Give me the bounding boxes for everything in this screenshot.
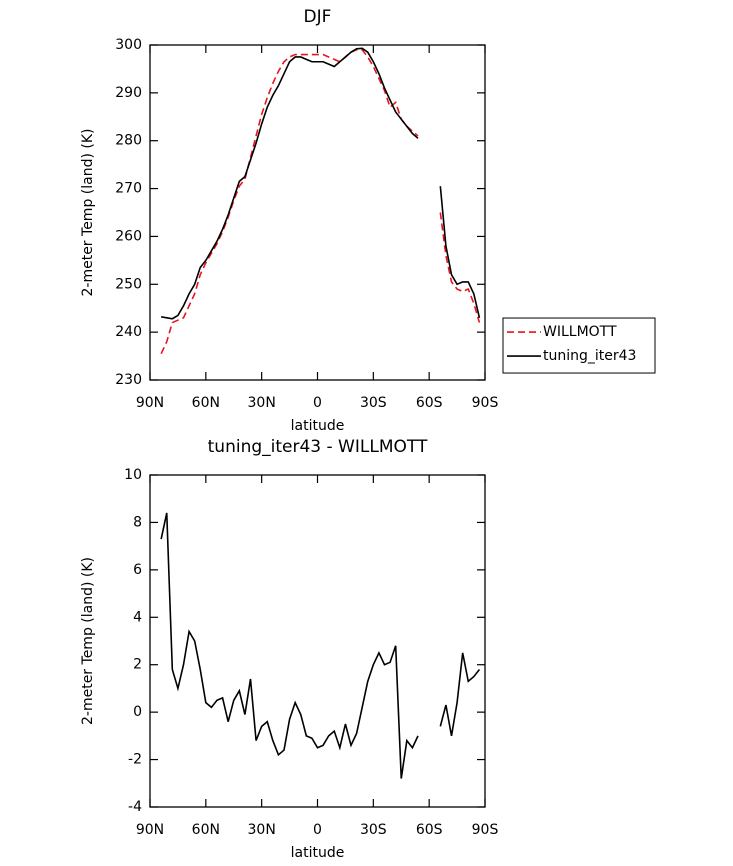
y-tick-label: 8: [133, 514, 142, 530]
x-tick-label: 30S: [360, 395, 387, 411]
y-tick-label: 270: [115, 181, 142, 197]
y-axis-label: 2-meter Temp (land) (K): [80, 557, 96, 725]
legend-box: [502, 317, 656, 374]
x-tick-label: 60N: [192, 395, 220, 411]
y-tick-label: 290: [115, 85, 142, 101]
x-tick-label: 60S: [416, 395, 443, 411]
y-tick-label: 230: [115, 372, 142, 388]
plot-frame: [149, 474, 486, 808]
y-tick-label: 260: [115, 228, 142, 244]
x-tick-label: 90S: [472, 822, 499, 838]
x-tick-label: 60N: [192, 822, 220, 838]
x-tick-label: 30N: [248, 395, 276, 411]
y-tick-label: -4: [128, 799, 142, 815]
plot-frame: [149, 44, 486, 381]
y-tick-label: 280: [115, 133, 142, 149]
x-tick-label: 0: [313, 395, 322, 411]
x-tick-label: 0: [313, 822, 322, 838]
y-tick-label: 250: [115, 276, 142, 292]
x-tick-label: 60S: [416, 822, 443, 838]
x-axis-label: latitude: [291, 418, 345, 434]
data-line: [160, 48, 481, 355]
y-tick-label: 6: [133, 562, 142, 578]
data-line: [160, 512, 481, 779]
chart-title: tuning_iter43 - WILLMOTT: [208, 437, 428, 457]
y-axis-label: 2-meter Temp (land) (K): [80, 129, 96, 297]
y-tick-label: 2: [133, 657, 142, 673]
chart-title: DJF: [304, 7, 332, 27]
x-tick-label: 30N: [248, 822, 276, 838]
y-tick-label: 0: [133, 704, 142, 720]
x-axis-label: latitude: [291, 845, 345, 861]
y-tick-label: 240: [115, 324, 142, 340]
x-tick-label: 90S: [472, 395, 499, 411]
x-tick-label: 90N: [136, 822, 164, 838]
data-line: [161, 47, 481, 320]
y-tick-label: 4: [133, 609, 142, 625]
x-tick-label: 30S: [360, 822, 387, 838]
y-tick-label: -2: [128, 752, 142, 768]
y-tick-label: 300: [115, 37, 142, 53]
y-tick-label: 10: [124, 467, 142, 483]
legend-label: tuning_iter43: [543, 348, 636, 364]
legend-label: WILLMOTT: [543, 324, 617, 340]
x-tick-label: 90N: [136, 395, 164, 411]
